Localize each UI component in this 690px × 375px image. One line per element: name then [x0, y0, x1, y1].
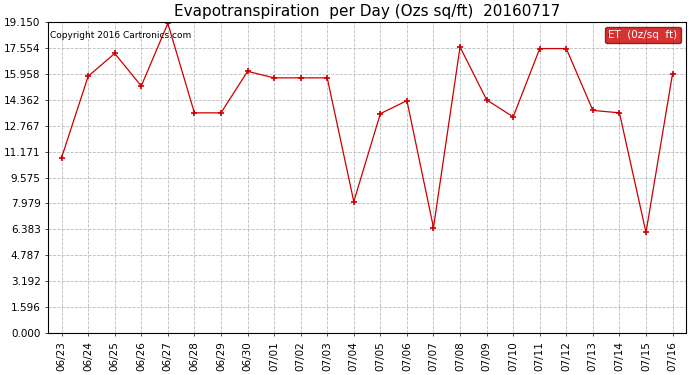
Legend: ET  (0z/sq  ft): ET (0z/sq ft)	[605, 27, 680, 43]
Text: Copyright 2016 Cartronics.com: Copyright 2016 Cartronics.com	[50, 31, 191, 40]
Title: Evapotranspiration  per Day (Ozs sq/ft)  20160717: Evapotranspiration per Day (Ozs sq/ft) 2…	[174, 4, 560, 19]
